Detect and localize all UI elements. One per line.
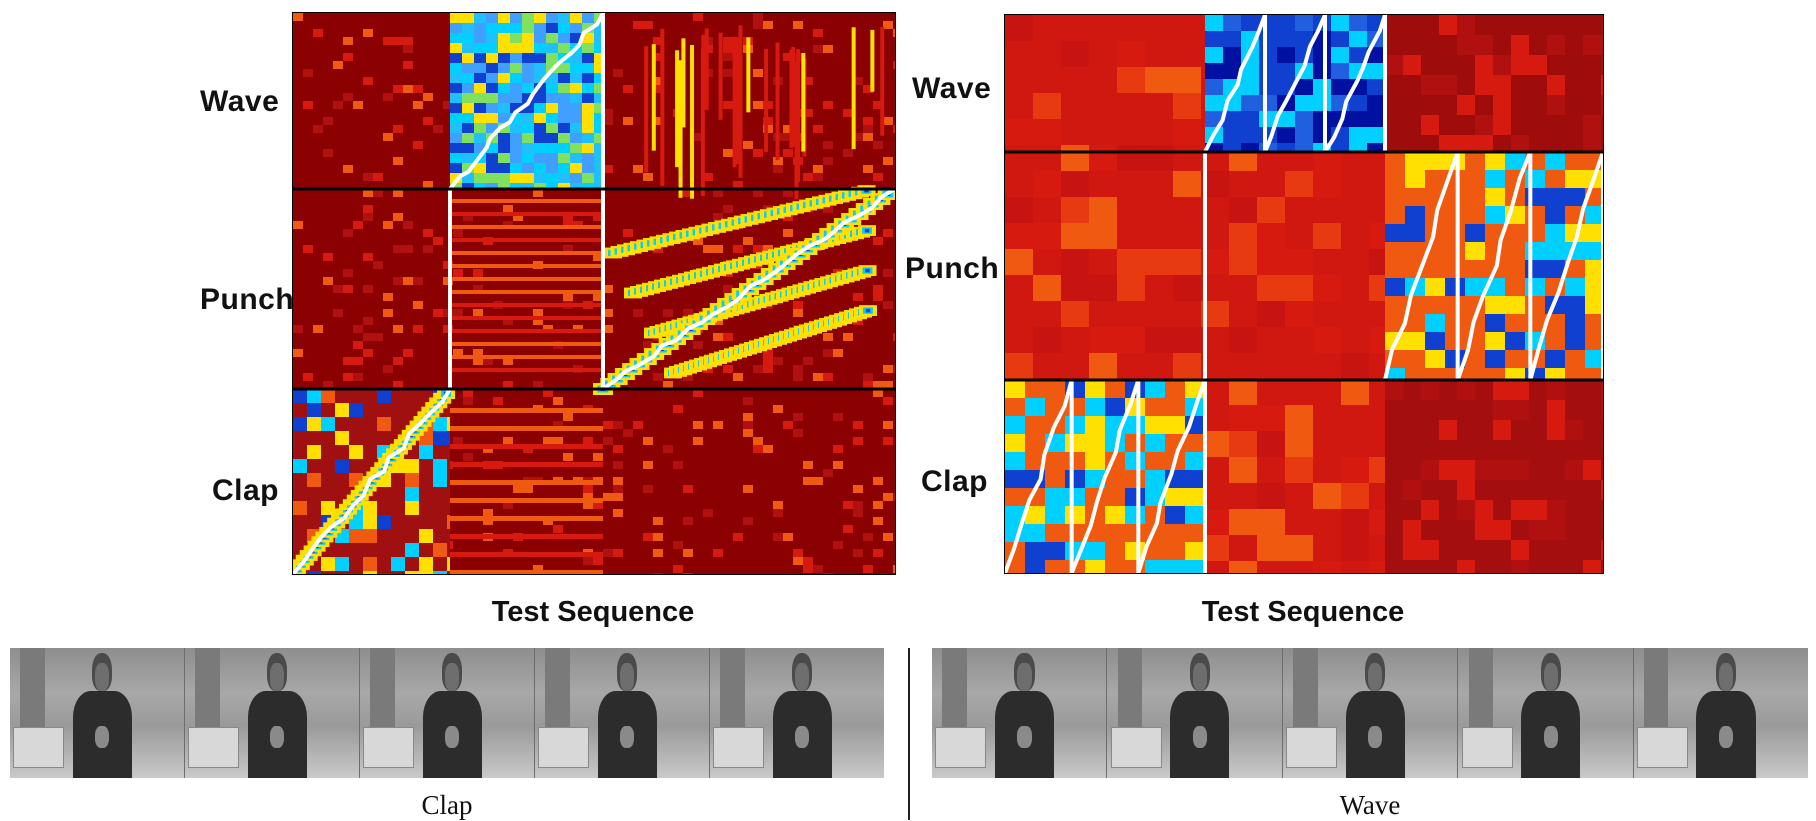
right-heatmap-canvas (1005, 15, 1603, 573)
left-x-axis-label: Test Sequence (491, 596, 695, 628)
right-x-axis-label: Test Sequence (1201, 596, 1405, 628)
video-frame (1458, 648, 1634, 778)
right-caption: Wave (1339, 790, 1401, 820)
right-similarity-heatmap (1004, 14, 1604, 574)
left-row-label-punch: Punch (200, 283, 295, 316)
figure-divider (908, 648, 910, 820)
left-video-strip (10, 648, 884, 778)
video-frame (1633, 648, 1808, 778)
video-frame (360, 648, 535, 778)
video-frame (535, 648, 710, 778)
right-video-strip (932, 648, 1808, 778)
left-heatmap-canvas (293, 13, 895, 574)
video-frame (1282, 648, 1459, 778)
video-frame (185, 648, 360, 778)
right-row-label-punch: Punch (905, 252, 1000, 285)
video-frame (932, 648, 1108, 778)
video-frame (1107, 648, 1283, 778)
left-caption: Clap (421, 790, 473, 820)
left-row-label-wave: Wave (200, 85, 280, 118)
video-frame (710, 648, 884, 778)
right-row-label-clap: Clap (921, 465, 989, 498)
video-frame (10, 648, 185, 778)
left-similarity-heatmap (292, 12, 896, 575)
left-row-label-clap: Clap (212, 474, 280, 507)
right-row-label-wave: Wave (912, 72, 992, 105)
